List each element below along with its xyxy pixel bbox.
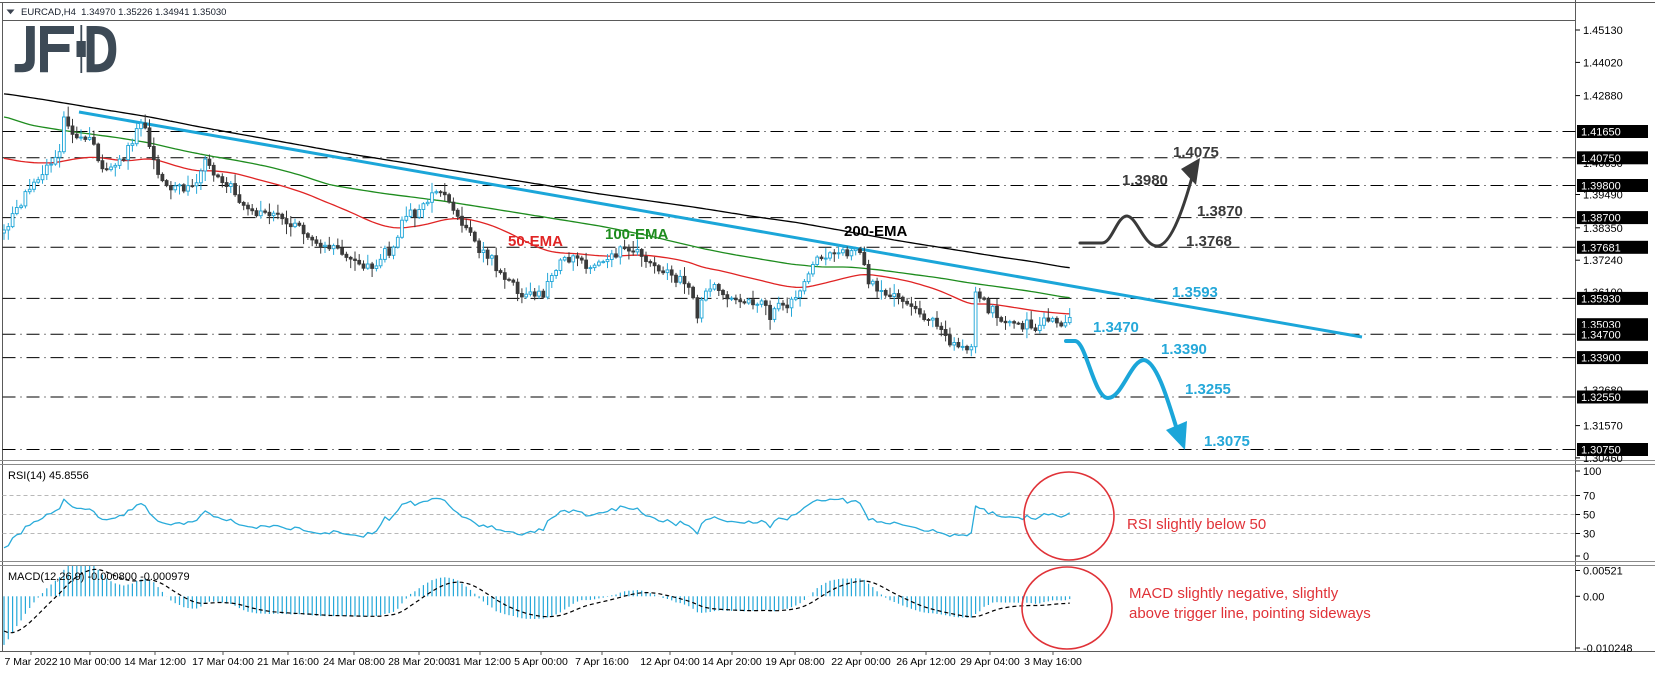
svg-text:1.35930: 1.35930 bbox=[1581, 293, 1621, 305]
svg-text:1.3470: 1.3470 bbox=[1093, 319, 1139, 336]
svg-text:26 Apr 12:00: 26 Apr 12:00 bbox=[896, 656, 956, 668]
svg-text:100: 100 bbox=[1583, 466, 1601, 478]
svg-text:29 Apr 04:00: 29 Apr 04:00 bbox=[960, 656, 1020, 668]
svg-text:1.37240: 1.37240 bbox=[1583, 255, 1623, 267]
svg-text:1.42880: 1.42880 bbox=[1583, 91, 1623, 103]
svg-text:1.39800: 1.39800 bbox=[1581, 181, 1621, 193]
svg-text:22 Apr 00:00: 22 Apr 00:00 bbox=[831, 656, 891, 668]
svg-text:1.45130: 1.45130 bbox=[1583, 25, 1623, 37]
svg-text:1.4075: 1.4075 bbox=[1173, 144, 1219, 161]
svg-text:1.38700: 1.38700 bbox=[1581, 213, 1621, 225]
svg-text:21 Mar 16:00: 21 Mar 16:00 bbox=[257, 656, 319, 668]
svg-text:70: 70 bbox=[1583, 491, 1595, 503]
svg-text:1.34700: 1.34700 bbox=[1581, 329, 1621, 341]
svg-text:1.3390: 1.3390 bbox=[1161, 341, 1207, 358]
svg-text:5 Apr 00:00: 5 Apr 00:00 bbox=[514, 656, 568, 668]
svg-text:12 Apr 04:00: 12 Apr 04:00 bbox=[640, 656, 700, 668]
svg-text:10 Mar 00:00: 10 Mar 00:00 bbox=[59, 656, 121, 668]
svg-text:1.3980: 1.3980 bbox=[1122, 172, 1168, 189]
svg-text:100-EMA: 100-EMA bbox=[605, 226, 669, 243]
svg-text:1.3593: 1.3593 bbox=[1172, 284, 1218, 301]
svg-text:EURCAD,H4 1.34970 1.35226 1.3: EURCAD,H4 1.34970 1.35226 1.34941 1.3503… bbox=[21, 7, 226, 18]
svg-text:7 Mar 2022: 7 Mar 2022 bbox=[4, 656, 57, 668]
svg-text:1.33900: 1.33900 bbox=[1581, 353, 1621, 365]
svg-text:24 Mar 08:00: 24 Mar 08:00 bbox=[323, 656, 385, 668]
svg-text:1.3075: 1.3075 bbox=[1204, 433, 1250, 450]
svg-text:200-EMA: 200-EMA bbox=[844, 223, 908, 240]
svg-text:0.00: 0.00 bbox=[1583, 591, 1604, 603]
svg-text:1.3768: 1.3768 bbox=[1186, 233, 1232, 250]
svg-text:1.31570: 1.31570 bbox=[1583, 421, 1623, 433]
svg-text:1.32550: 1.32550 bbox=[1581, 392, 1621, 404]
svg-text:50: 50 bbox=[1583, 510, 1595, 522]
svg-text:MACD slightly negative, slight: MACD slightly negative, slightly bbox=[1129, 585, 1339, 602]
svg-text:MACD(12,26,9) -0.000800 -0.000: MACD(12,26,9) -0.000800 -0.000979 bbox=[8, 571, 190, 583]
svg-text:-0.010248: -0.010248 bbox=[1583, 643, 1633, 655]
svg-text:above trigger line, pointing s: above trigger line, pointing sideways bbox=[1129, 605, 1371, 622]
svg-text:1.30750: 1.30750 bbox=[1581, 445, 1621, 457]
svg-text:1.37681: 1.37681 bbox=[1581, 242, 1621, 254]
svg-text:17 Mar 04:00: 17 Mar 04:00 bbox=[192, 656, 254, 668]
svg-text:RSI(14) 45.8556: RSI(14) 45.8556 bbox=[8, 470, 89, 482]
svg-text:31 Mar 12:00: 31 Mar 12:00 bbox=[449, 656, 511, 668]
svg-text:1.39490: 1.39490 bbox=[1583, 190, 1623, 202]
svg-text:RSI slightly below 50: RSI slightly below 50 bbox=[1127, 516, 1266, 533]
svg-text:0: 0 bbox=[1583, 551, 1589, 563]
svg-text:1.44020: 1.44020 bbox=[1583, 57, 1623, 69]
svg-text:50-EMA: 50-EMA bbox=[508, 233, 563, 250]
svg-text:3 May 16:00: 3 May 16:00 bbox=[1024, 656, 1082, 668]
svg-text:0.00521: 0.00521 bbox=[1583, 566, 1623, 578]
svg-text:7 Apr 16:00: 7 Apr 16:00 bbox=[575, 656, 629, 668]
svg-text:1.3870: 1.3870 bbox=[1197, 203, 1243, 220]
svg-text:1.38350: 1.38350 bbox=[1583, 223, 1623, 235]
svg-text:19 Apr 08:00: 19 Apr 08:00 bbox=[765, 656, 825, 668]
svg-text:28 Mar 20:00: 28 Mar 20:00 bbox=[388, 656, 450, 668]
svg-text:14 Mar 12:00: 14 Mar 12:00 bbox=[124, 656, 186, 668]
svg-text:1.3255: 1.3255 bbox=[1185, 381, 1231, 398]
svg-text:1.41650: 1.41650 bbox=[1581, 127, 1621, 139]
svg-text:30: 30 bbox=[1583, 529, 1595, 541]
svg-text:14 Apr 20:00: 14 Apr 20:00 bbox=[702, 656, 762, 668]
svg-text:1.40750: 1.40750 bbox=[1581, 153, 1621, 165]
